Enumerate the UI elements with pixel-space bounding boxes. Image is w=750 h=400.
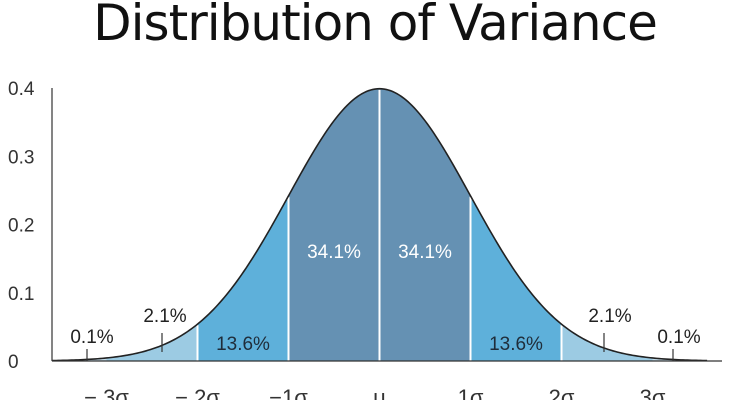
region-label: 13.6% <box>216 334 270 355</box>
y-tick-label: 0.4 <box>8 79 35 100</box>
x-tick-label: − 2σ <box>175 385 220 400</box>
x-tick-label: 1σ <box>458 385 484 400</box>
y-tick-label: 0 <box>8 352 19 373</box>
y-tick-label: 0.1 <box>8 284 34 305</box>
region-area-1 <box>106 324 198 361</box>
x-tick-label: μ <box>373 385 386 400</box>
y-tick-label: 0.3 <box>8 147 34 168</box>
x-tick-label: 3σ <box>640 385 666 400</box>
region-label: 34.1% <box>398 242 452 263</box>
normal-curve <box>51 87 708 362</box>
region-label: 34.1% <box>307 242 361 263</box>
x-tick-label: 2σ <box>549 385 575 400</box>
region-area-6 <box>561 324 653 361</box>
y-tick-label: 0.2 <box>8 216 34 237</box>
tail-label: 0.1% <box>657 327 700 348</box>
x-tick-label: − 3σ <box>84 385 129 400</box>
region-area-4 <box>379 88 471 361</box>
region-area-3 <box>288 88 380 361</box>
region-label: 2.1% <box>588 306 631 327</box>
region-label: 2.1% <box>143 306 186 327</box>
chart-title: Distribution of Variance <box>93 0 658 52</box>
tail-label: 0.1% <box>70 327 113 348</box>
x-tick-label: −1σ <box>269 385 308 400</box>
region-label: 13.6% <box>489 334 543 355</box>
